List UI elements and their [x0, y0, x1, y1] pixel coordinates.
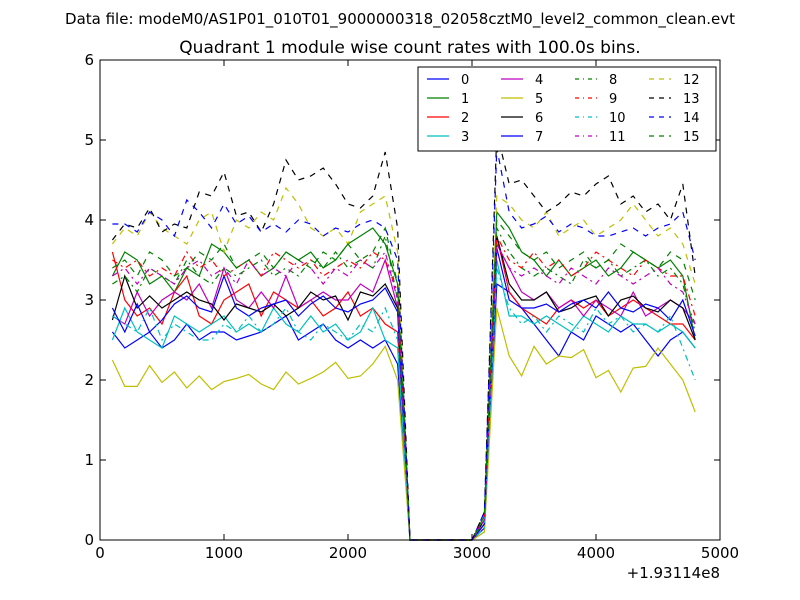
y-tick-label: 2 — [84, 371, 94, 389]
legend-label-3: 3 — [461, 130, 469, 145]
legend-label-2: 2 — [461, 111, 469, 126]
legend-label-13: 13 — [683, 92, 700, 107]
figure-suptitle: Data file: modeM0/AS1P01_010T01_90000003… — [65, 10, 735, 29]
legend-label-4: 4 — [535, 73, 543, 88]
y-tick-label: 0 — [84, 531, 94, 549]
series-line-7 — [111, 247, 696, 541]
legend-label-15: 15 — [683, 130, 700, 145]
legend-label-7: 7 — [535, 130, 543, 145]
legend-label-11: 11 — [609, 130, 626, 145]
x-axis-offset-label: +1.93114e8 — [627, 564, 720, 582]
x-tick-label: 1000 — [205, 544, 243, 562]
y-tick-label: 4 — [84, 211, 94, 229]
series-line-13 — [111, 131, 696, 541]
legend-label-6: 6 — [535, 111, 543, 126]
legend-label-0: 0 — [461, 73, 469, 88]
axes-frame — [99, 59, 721, 541]
series-line-5 — [111, 307, 696, 541]
series-line-14 — [112, 147, 696, 541]
chart-title: Quadrant 1 module wise count rates with … — [179, 38, 640, 58]
series-line-9 — [112, 233, 696, 541]
x-tick-label: 2000 — [329, 544, 367, 562]
x-tick-label: 0 — [95, 544, 105, 562]
legend-label-12: 12 — [683, 73, 700, 88]
y-tick-label: 6 — [84, 51, 94, 69]
legend-label-8: 8 — [609, 73, 617, 88]
y-tick-label: 5 — [84, 131, 94, 149]
legend-label-14: 14 — [683, 111, 700, 126]
x-tick-label: 4000 — [577, 544, 615, 562]
legend-label-5: 5 — [535, 92, 543, 107]
legend-label-1: 1 — [461, 92, 469, 107]
series-line-11 — [112, 241, 696, 541]
x-tick-label: 3000 — [453, 544, 491, 562]
y-tick-label: 3 — [84, 291, 94, 309]
legend-label-9: 9 — [609, 92, 617, 107]
series-layer — [111, 131, 696, 541]
series-line-10 — [112, 267, 696, 541]
legend-label-10: 10 — [609, 111, 626, 126]
x-tick-label: 5000 — [701, 544, 739, 562]
y-tick-label: 1 — [84, 451, 94, 469]
series-line-15 — [112, 218, 696, 541]
legend-box — [417, 66, 717, 152]
